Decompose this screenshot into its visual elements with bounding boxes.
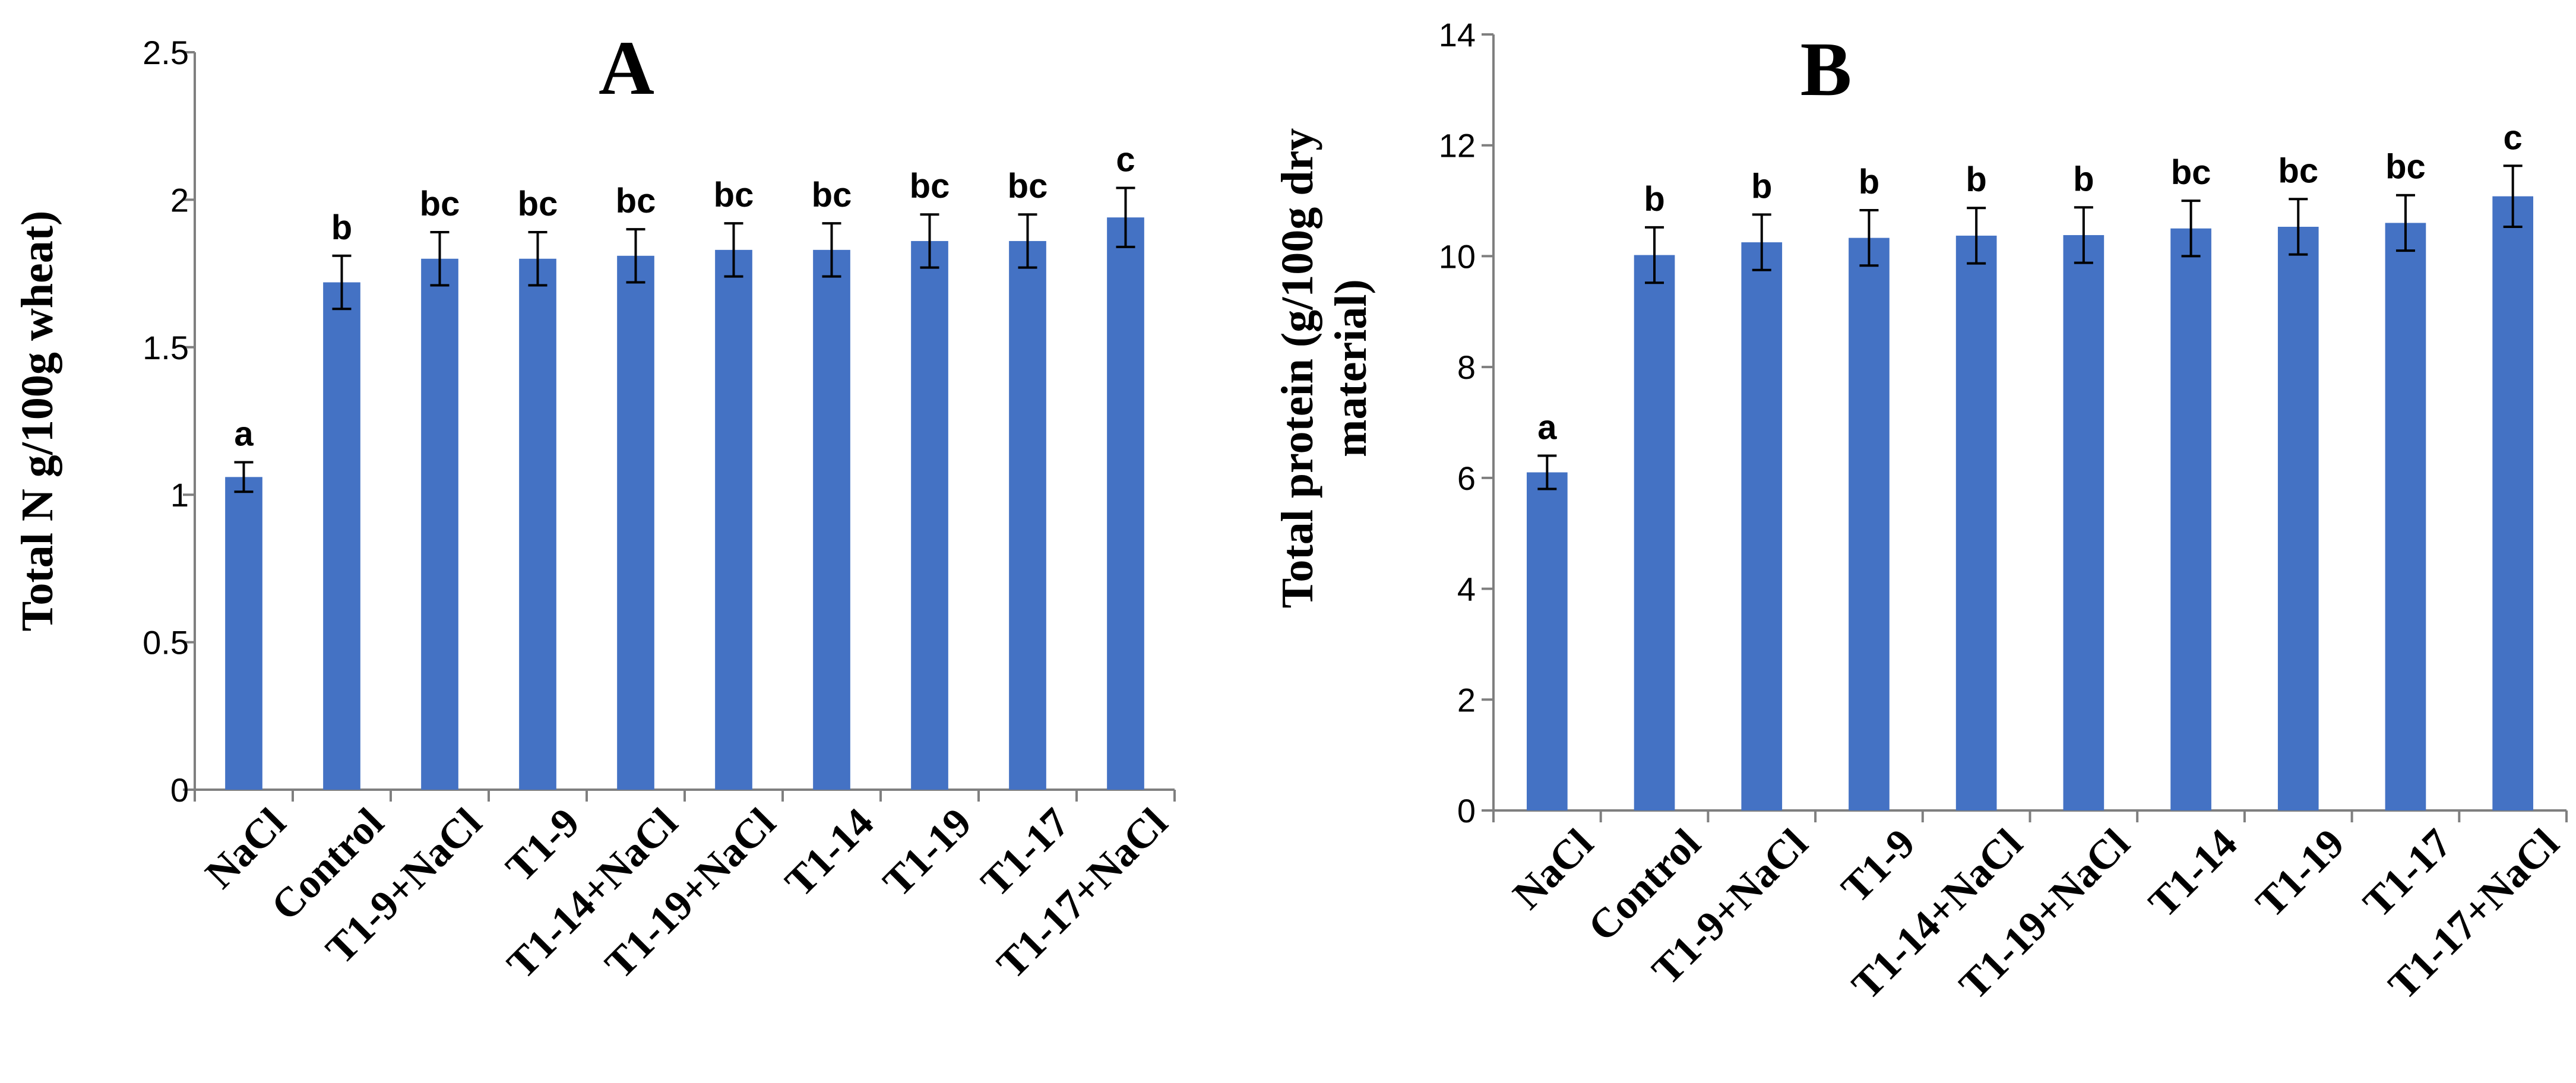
bar [1849,238,1890,810]
y-tick-label: 6 [1457,460,1476,497]
y-tick-label: 4 [1457,571,1476,608]
bar [617,255,654,790]
bar [1955,235,1997,810]
y-tick-label: 0 [1457,792,1476,829]
bar [1634,255,1675,811]
significance-label: a [234,415,254,454]
bar [1741,242,1783,810]
panel-title: B [1800,27,1852,112]
y-tick-label: 8 [1457,349,1476,386]
significance-label: b [1966,160,1986,199]
panel-title: A [599,26,654,111]
significance-label: bc [420,185,460,223]
significance-label: bc [2278,151,2318,190]
y-tick-label: 10 [1439,238,1476,275]
significance-label: bc [812,176,852,214]
x-tick-label: T1-9 [498,800,588,891]
x-tick-label: T1-19 [875,800,980,905]
y-tick-label: 2 [1457,681,1476,718]
x-tick-label: T1-17 [2355,821,2460,926]
significance-label: bc [714,176,754,214]
significance-label: c [1116,141,1135,179]
bar [421,258,458,790]
significance-label: bc [2171,153,2211,192]
y-tick-label: 0.5 [143,624,189,661]
significance-label: b [331,208,352,247]
x-tick-label: T1-9 [1833,821,1924,911]
bar [911,240,948,790]
x-tick-label: NaCl [1505,821,1602,918]
significance-label: b [1751,167,1772,205]
significance-label: b [2073,160,2094,198]
significance-label: b [1859,163,1879,201]
significance-label: c [2504,118,2523,157]
significance-label: bc [616,182,656,220]
significance-label: bc [910,167,950,205]
y-tick-label: 2 [170,181,189,218]
panel-b-chart: 02468101214aNaClbControlbT1-9+NaClbT1-9b… [1273,16,2568,1008]
x-tick-label: T1-14 [777,800,882,905]
y-tick-label: 12 [1439,127,1476,164]
significance-label: b [1644,180,1664,218]
y-tick-label: 1.5 [143,329,189,366]
bar [2385,223,2426,810]
x-tick-label: T1-14 [2140,821,2246,926]
bar [225,477,262,790]
bar [1527,472,1568,810]
y-axis-title: Total N g/100g wheat) [12,211,62,632]
bar [813,249,850,790]
bar [323,282,360,790]
significance-label: a [1537,408,1557,447]
y-tick-label: 14 [1439,16,1476,53]
y-axis-title: Total protein (g/100g dry [1273,128,1322,609]
y-tick-label: 2.5 [143,34,189,71]
bar [2063,235,2105,810]
bar [2277,226,2319,810]
bar [2492,196,2533,811]
y-tick-label: 1 [170,476,189,514]
bar [1107,217,1144,790]
significance-label: bc [2385,148,2426,186]
x-tick-label: T1-19 [2248,821,2353,926]
bar [1009,240,1046,790]
bar [715,249,752,790]
significance-label: bc [1008,167,1048,205]
bar [519,258,556,790]
y-tick-label: 0 [170,771,189,809]
y-axis-title: material) [1326,279,1376,457]
bar [2170,228,2211,810]
significance-label: bc [518,185,558,223]
panel-a-chart: 00.511.522.5aNaClbControlbcT1-9+NaClbcT1… [12,26,1176,987]
